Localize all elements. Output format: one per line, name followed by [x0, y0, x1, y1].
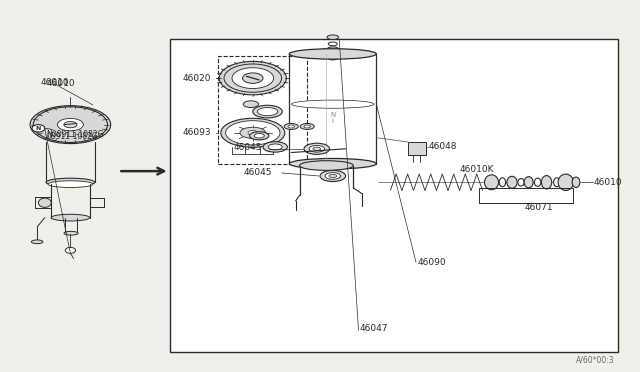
- Text: I: I: [332, 118, 334, 124]
- Ellipse shape: [304, 125, 310, 128]
- Ellipse shape: [304, 143, 330, 154]
- Text: 46093: 46093: [182, 128, 211, 137]
- Ellipse shape: [309, 145, 324, 152]
- Ellipse shape: [518, 179, 524, 186]
- Ellipse shape: [313, 147, 321, 150]
- Ellipse shape: [51, 214, 90, 221]
- Ellipse shape: [534, 178, 541, 186]
- Ellipse shape: [328, 42, 337, 46]
- Text: N: N: [36, 126, 41, 131]
- Ellipse shape: [300, 124, 314, 129]
- Text: N08911-1082G: N08911-1082G: [46, 130, 104, 139]
- Ellipse shape: [329, 174, 337, 177]
- Ellipse shape: [58, 118, 83, 131]
- Bar: [408, 142, 426, 155]
- Ellipse shape: [327, 35, 339, 39]
- Ellipse shape: [221, 118, 285, 147]
- Ellipse shape: [254, 134, 264, 138]
- Ellipse shape: [507, 176, 517, 188]
- Ellipse shape: [554, 178, 560, 187]
- Bar: [170, 39, 618, 352]
- Ellipse shape: [64, 231, 78, 235]
- Ellipse shape: [541, 176, 552, 189]
- Ellipse shape: [284, 124, 298, 129]
- Text: 46010: 46010: [46, 79, 75, 88]
- Ellipse shape: [30, 106, 111, 144]
- Ellipse shape: [289, 49, 376, 59]
- Ellipse shape: [524, 177, 533, 188]
- Ellipse shape: [300, 161, 353, 170]
- Text: N: N: [330, 112, 335, 118]
- Ellipse shape: [484, 175, 499, 190]
- Ellipse shape: [289, 158, 376, 169]
- Circle shape: [32, 125, 45, 132]
- Ellipse shape: [257, 108, 278, 116]
- Ellipse shape: [248, 131, 258, 135]
- Ellipse shape: [240, 127, 266, 138]
- Ellipse shape: [250, 132, 269, 140]
- Ellipse shape: [288, 125, 294, 128]
- Ellipse shape: [253, 105, 282, 118]
- Ellipse shape: [320, 170, 346, 182]
- Ellipse shape: [558, 174, 573, 190]
- Text: 46090: 46090: [417, 258, 446, 267]
- Text: 46020: 46020: [182, 74, 211, 83]
- Ellipse shape: [263, 142, 287, 152]
- Ellipse shape: [243, 73, 263, 83]
- Ellipse shape: [327, 47, 339, 51]
- Text: 08911-1082G: 08911-1082G: [46, 132, 98, 141]
- Text: 46048: 46048: [429, 142, 458, 151]
- Text: 46010K: 46010K: [460, 165, 494, 174]
- Ellipse shape: [31, 240, 43, 244]
- Text: 46047: 46047: [360, 324, 388, 333]
- Ellipse shape: [291, 100, 374, 108]
- Ellipse shape: [224, 64, 282, 92]
- Ellipse shape: [219, 61, 287, 95]
- Ellipse shape: [268, 144, 282, 150]
- Ellipse shape: [64, 122, 77, 128]
- Ellipse shape: [499, 178, 506, 187]
- Ellipse shape: [48, 181, 93, 187]
- Text: 46071: 46071: [525, 203, 554, 212]
- Circle shape: [65, 247, 76, 253]
- Text: 46045: 46045: [234, 143, 262, 152]
- Text: A/60*00:3: A/60*00:3: [576, 356, 614, 365]
- Text: 46010: 46010: [594, 178, 623, 187]
- Ellipse shape: [328, 56, 338, 60]
- Ellipse shape: [33, 107, 108, 142]
- Ellipse shape: [38, 198, 51, 207]
- Ellipse shape: [243, 101, 259, 108]
- Ellipse shape: [226, 121, 280, 145]
- Ellipse shape: [572, 177, 580, 187]
- Bar: [218, 56, 307, 164]
- Ellipse shape: [325, 173, 340, 179]
- Ellipse shape: [232, 68, 274, 89]
- Text: 46010: 46010: [41, 78, 70, 87]
- Ellipse shape: [46, 178, 95, 186]
- Bar: [479, 188, 573, 203]
- Text: 46045: 46045: [243, 168, 272, 177]
